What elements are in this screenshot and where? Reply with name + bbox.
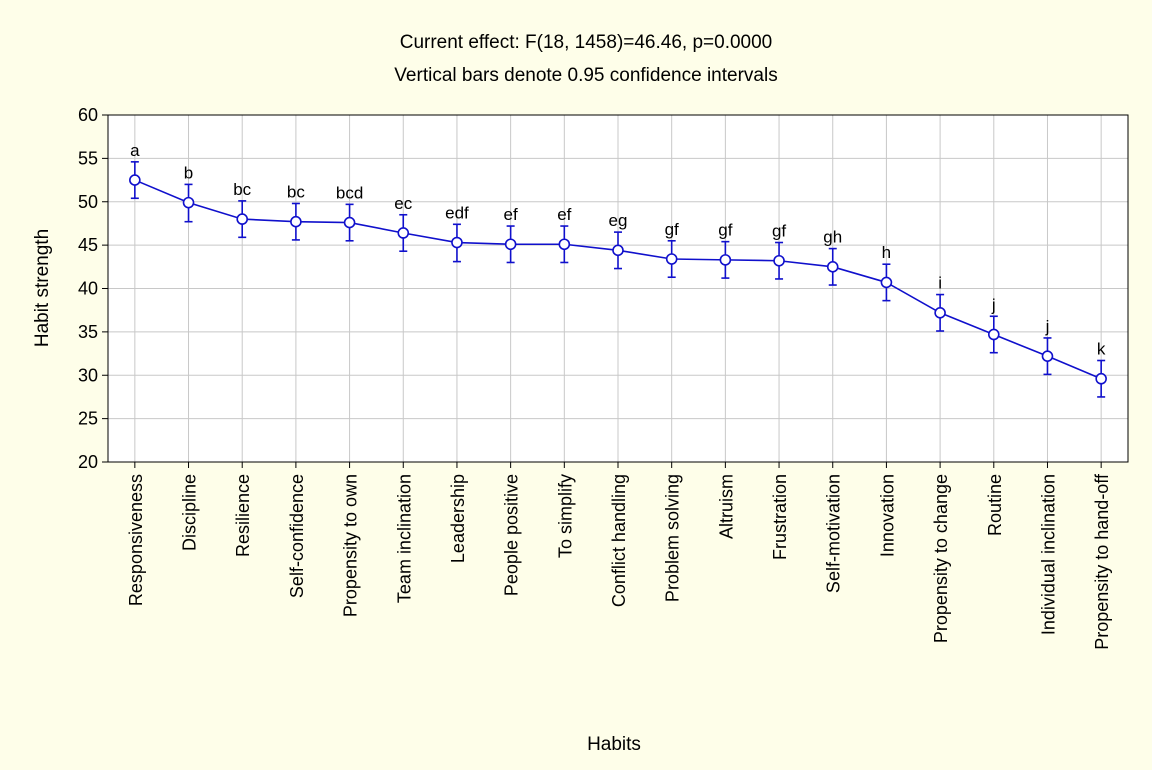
data-point xyxy=(290,215,302,228)
data-point xyxy=(343,216,356,229)
x-tick-label: Problem solving xyxy=(663,474,683,602)
data-label: gf xyxy=(665,220,679,239)
y-tick-label: 55 xyxy=(78,148,98,168)
y-tick-label: 45 xyxy=(78,235,98,255)
y-tick-label: 20 xyxy=(78,452,98,472)
data-point xyxy=(612,244,624,257)
x-tick-label: Individual inclination xyxy=(1038,474,1058,635)
x-tick-label: Altruism xyxy=(716,474,736,539)
data-point xyxy=(504,238,517,251)
x-tick-label: Innovation xyxy=(877,474,897,557)
data-point xyxy=(558,238,571,251)
data-label: edf xyxy=(445,203,469,222)
data-point xyxy=(719,254,732,266)
data-label: bcd xyxy=(336,183,363,202)
data-point xyxy=(880,276,893,289)
data-label: ec xyxy=(394,194,412,213)
data-label: bc xyxy=(233,180,251,199)
data-label: j xyxy=(1045,317,1050,336)
data-point xyxy=(987,328,1000,341)
x-tick-label: Self-confidence xyxy=(287,474,307,598)
y-tick-label: 60 xyxy=(78,105,98,125)
x-tick-label: Resilience xyxy=(233,474,253,557)
data-point xyxy=(129,174,141,186)
x-tick-label: Discipline xyxy=(180,474,200,551)
data-label: k xyxy=(1097,340,1106,359)
x-tick-label: Responsiveness xyxy=(126,474,146,606)
x-tick-label: To simplify xyxy=(555,474,575,558)
data-label: gh xyxy=(823,228,842,247)
data-label: ef xyxy=(557,205,571,224)
data-point xyxy=(773,254,785,267)
data-point xyxy=(1095,372,1107,385)
x-tick-label: Self-motivation xyxy=(824,474,844,593)
x-tick-label: Leadership xyxy=(448,474,468,563)
data-point xyxy=(397,227,410,239)
data-point xyxy=(934,306,946,319)
y-tick-label: 40 xyxy=(78,279,98,299)
y-axis-label: Habit strength xyxy=(32,229,53,347)
x-tick-label: Team inclination xyxy=(394,474,414,603)
y-tick-label: 35 xyxy=(78,322,98,342)
x-tick-label: People positive xyxy=(502,474,522,596)
data-label: i xyxy=(938,274,942,293)
data-point xyxy=(182,196,195,209)
data-point xyxy=(451,236,463,249)
y-tick-label: 30 xyxy=(78,365,98,385)
data-point xyxy=(826,261,839,273)
x-axis-label: Habits xyxy=(587,734,641,755)
x-tick-label: Propensity to change xyxy=(931,474,951,643)
data-point xyxy=(236,213,249,225)
data-label: b xyxy=(184,163,193,182)
data-label: h xyxy=(882,243,891,262)
y-tick-label: 50 xyxy=(78,192,98,212)
chart-title: Current effect: F(18, 1458)=46.46, p=0.0… xyxy=(400,32,773,53)
x-tick-label: Frustration xyxy=(770,474,790,560)
x-tick-label: Conflict handling xyxy=(609,474,629,607)
x-tick-label: Routine xyxy=(985,474,1005,536)
data-label: bc xyxy=(287,182,305,201)
data-label: eg xyxy=(609,211,628,230)
y-tick-label: 25 xyxy=(78,409,98,429)
x-tick-label: Propensity to hand-off xyxy=(1092,473,1112,650)
x-tick-label: Propensity to own xyxy=(341,474,361,617)
data-label: a xyxy=(130,141,140,160)
chart-subtitle: Vertical bars denote 0.95 confidence int… xyxy=(394,65,777,86)
data-label: gf xyxy=(772,222,786,241)
data-point xyxy=(1041,350,1054,362)
data-label: gf xyxy=(718,221,732,240)
data-point xyxy=(665,253,678,265)
data-label: j xyxy=(991,295,996,314)
plot-area: 20 25 30 35 40 45 50 55 60 Responsiveness Discipli… xyxy=(78,105,1129,650)
data-label: ef xyxy=(504,205,518,224)
